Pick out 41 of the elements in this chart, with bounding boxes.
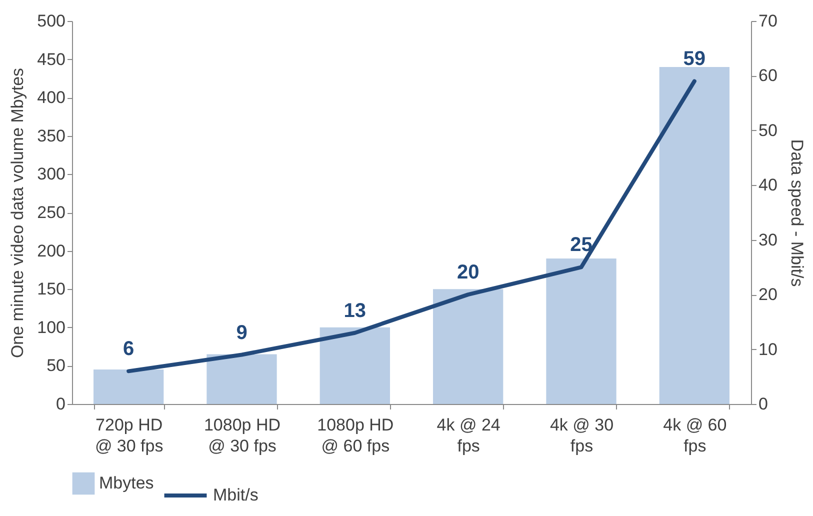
y2-tick-label: 0: [758, 394, 768, 414]
y2-axis-title: Data speed - Mbit/s: [787, 139, 806, 287]
y-tick-label: 100: [37, 318, 66, 337]
data-label: 20: [456, 262, 480, 284]
x-tick-label: 4k @ 60 fps: [663, 416, 727, 456]
y-tick-label: 200: [37, 241, 66, 260]
y-tick-label: 0: [56, 394, 66, 414]
data-label: 25: [570, 234, 592, 256]
y2-tick-label: 20: [758, 285, 778, 304]
y-axis-title: One minute video data volume Mbytes: [8, 68, 28, 358]
x-tick-label: 4k @ 24 fps: [436, 416, 500, 456]
bar: [433, 289, 504, 404]
y2-tick-label: 10: [758, 340, 778, 359]
y-tick-label: 150: [37, 280, 66, 299]
y-tick-label: 500: [37, 12, 66, 30]
y2-tick-label: 30: [758, 230, 778, 250]
bar: [546, 258, 616, 404]
data-label: 9: [236, 322, 248, 344]
x-tick-label: 4k @ 30 fps: [550, 416, 614, 456]
y-tick-label: 450: [37, 50, 66, 69]
y-tick-label: 400: [37, 88, 66, 108]
y2-tick-label: 40: [758, 176, 778, 195]
bar: [320, 327, 390, 404]
data-label: 13: [344, 300, 366, 322]
x-tick-label: 1080p HD @ 60 fps: [317, 416, 394, 456]
bar: [206, 354, 277, 404]
legend-label: Mbit/s: [213, 486, 258, 504]
bar: [659, 66, 730, 404]
y2-tick-label: 60: [758, 66, 778, 86]
y-tick-label: 350: [37, 126, 66, 146]
bar: [94, 370, 164, 404]
x-tick-label: 1080p HD @ 30 fps: [204, 416, 281, 456]
y2-tick-label: 50: [758, 120, 778, 140]
x-tick-label: 720p HD @ 30 fps: [94, 416, 164, 456]
y-tick-label: 50: [46, 356, 66, 376]
y-tick-label: 300: [37, 164, 66, 184]
legend-label: Mbytes: [99, 474, 154, 492]
data-label: 59: [683, 48, 706, 70]
y2-tick-label: 70: [758, 12, 778, 30]
data-label: 6: [123, 338, 134, 360]
y-tick-label: 250: [37, 203, 66, 222]
